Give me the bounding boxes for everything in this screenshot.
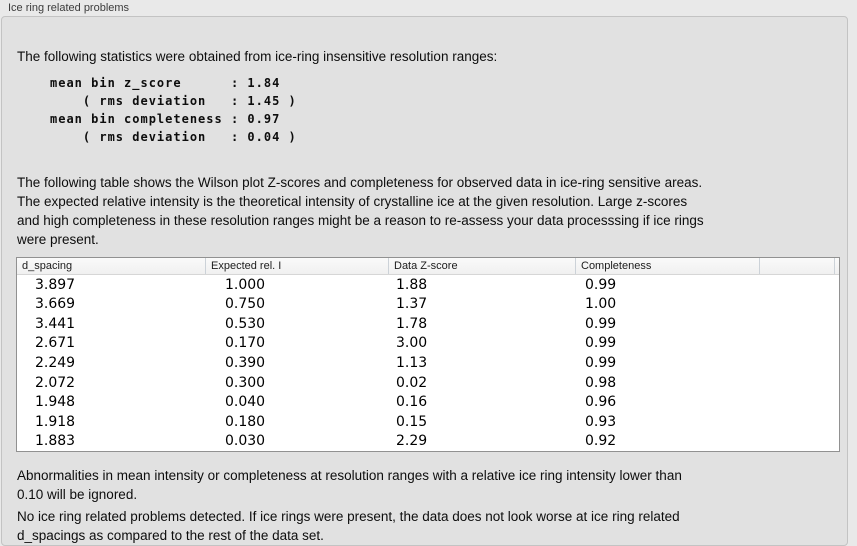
table-row[interactable]: 3.897 1.000 1.88 0.99 — [17, 275, 839, 295]
intro-text: The following statistics were obtained f… — [17, 49, 498, 64]
table-row[interactable]: 2.072 0.300 0.02 0.98 — [17, 373, 839, 393]
table-cell: 3.441 — [35, 315, 76, 332]
table-row[interactable]: 1.918 0.180 0.15 0.93 — [17, 412, 839, 432]
table-cell: 3.00 — [396, 335, 428, 352]
statistics-block: mean bin z_score : 1.84 ( rms deviation … — [50, 76, 297, 144]
column-header-data-z-score[interactable]: Data Z-score — [388, 258, 575, 274]
table-cell: 0.390 — [225, 354, 266, 371]
table-row[interactable]: 3.669 0.750 1.37 1.00 — [17, 295, 839, 315]
column-header-empty[interactable] — [759, 258, 834, 274]
ice-ring-group-box: The following statistics were obtained f… — [1, 16, 848, 546]
table-cell: 0.300 — [225, 374, 266, 391]
table-cell: 0.93 — [585, 413, 617, 430]
ice-ring-table: d_spacing Expected rel. I Data Z-score C… — [16, 257, 840, 452]
table-cell: 1.37 — [396, 296, 428, 313]
table-cell: 0.02 — [396, 374, 428, 391]
table-cell: 0.99 — [585, 335, 617, 352]
column-header-completeness[interactable]: Completeness — [575, 258, 759, 274]
table-body: 3.897 1.000 1.88 0.99 3.669 0.750 1.37 1… — [17, 275, 839, 451]
conclusion-text: No ice ring related problems detected. I… — [17, 509, 680, 543]
column-header-spacer — [834, 258, 839, 274]
table-cell: 1.00 — [585, 296, 617, 313]
table-row[interactable]: 2.249 0.390 1.13 0.99 — [17, 353, 839, 373]
table-cell: 1.88 — [396, 276, 428, 293]
column-header-d-spacing[interactable]: d_spacing — [22, 260, 73, 272]
column-header-expected-rel-i[interactable]: Expected rel. I — [205, 258, 388, 274]
table-row[interactable]: 1.883 0.030 2.29 0.92 — [17, 431, 839, 451]
table-cell: 1.883 — [35, 433, 76, 450]
table-row[interactable]: 2.671 0.170 3.00 0.99 — [17, 334, 839, 354]
table-cell: 0.030 — [225, 433, 266, 450]
table-cell: 0.96 — [585, 394, 617, 411]
table-cell: 2.249 — [35, 354, 76, 371]
table-cell: 0.180 — [225, 413, 266, 430]
table-cell: 0.170 — [225, 335, 266, 352]
ignore-note-text: Abnormalities in mean intensity or compl… — [17, 468, 682, 502]
table-cell: 3.897 — [35, 276, 76, 293]
table-cell: 1.918 — [35, 413, 76, 430]
table-intro-text: The following table shows the Wilson plo… — [17, 175, 704, 247]
table-cell: 2.29 — [396, 433, 428, 450]
table-header-row: d_spacing Expected rel. I Data Z-score C… — [17, 258, 839, 275]
table-cell: 0.99 — [585, 315, 617, 332]
table-cell: 0.99 — [585, 276, 617, 293]
table-row[interactable]: 3.441 0.530 1.78 0.99 — [17, 314, 839, 334]
table-cell: 1.948 — [35, 394, 76, 411]
table-cell: 0.16 — [396, 394, 428, 411]
table-cell: 0.99 — [585, 354, 617, 371]
table-cell: 1.13 — [396, 354, 428, 371]
table-cell: 0.98 — [585, 374, 617, 391]
table-row[interactable]: 1.948 0.040 0.16 0.96 — [17, 392, 839, 412]
panel-title: Ice ring related problems — [8, 2, 130, 14]
table-cell: 0.92 — [585, 433, 617, 450]
table-cell: 2.671 — [35, 335, 76, 352]
table-cell: 0.040 — [225, 394, 266, 411]
table-cell: 0.15 — [396, 413, 428, 430]
table-cell: 0.530 — [225, 315, 266, 332]
table-cell: 1.000 — [225, 276, 266, 293]
table-cell: 1.78 — [396, 315, 428, 332]
table-cell: 2.072 — [35, 374, 76, 391]
table-cell: 0.750 — [225, 296, 266, 313]
table-cell: 3.669 — [35, 296, 76, 313]
